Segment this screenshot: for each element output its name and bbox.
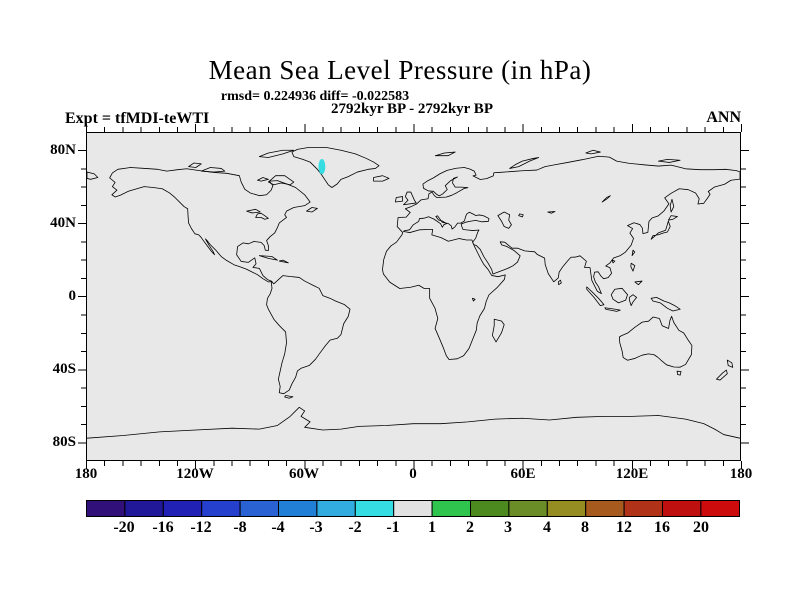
colorbar-label: -16 [152,519,174,536]
colorbar-label: -2 [348,519,362,536]
x-axis-minor-ticks-top [86,127,742,132]
colorbar-segment [700,500,740,517]
y-tick-label-40s: 40S [52,361,76,377]
y-tick-label-80s: 80S [52,434,76,450]
colorbar-segment [662,500,702,517]
colorbar-label: 16 [654,519,670,536]
colorbar-segment [431,500,472,517]
season-label: ANN [706,109,741,126]
x-tick-label-60w: 60W [289,466,319,482]
period-line: 2792kyr BP - 2792kyr BP [331,101,493,117]
colorbar-segment [162,500,203,517]
colorbar-segment [86,500,126,517]
colorbar-label: 3 [504,519,512,536]
coastline-antarctica [87,407,740,438]
y-tick-label-80n: 80N [50,142,76,158]
colorbar-segment [393,500,433,517]
colorbar-label: -8 [233,519,247,536]
colorbar-label: 8 [581,519,589,536]
world-map [87,133,740,460]
coastline-islands [87,150,733,398]
y-tick-label-40n: 40N [50,215,76,231]
colorbar-label: 20 [693,519,709,536]
colorbar-segment [278,500,318,517]
colorbar-segment [124,500,164,517]
x-axis-minor-ticks-bottom [86,461,742,466]
stats-line: rmsd= 0.224936 diff= -0.022583 [220,89,410,104]
colorbar-label: 2 [466,519,474,536]
coastline-eurasia-africa [382,156,740,359]
colorbar-label: 4 [543,519,551,536]
colorbar-label: -4 [271,519,285,536]
x-tick-label-120e: 120E [615,466,649,482]
x-tick-label-120w: 120W [176,466,214,482]
colorbar-segment [201,500,241,517]
colorbar-segment [354,500,395,517]
colorbar-label: -3 [309,519,323,536]
x-tick-label-180w: 180 [74,466,98,482]
colorbar-label: 12 [616,519,632,536]
map-plot-area [86,132,741,461]
colorbar-label: -1 [386,519,400,536]
experiment-label: Expt = tfMDI-teWTI [65,110,210,127]
colorbar-segment [316,500,356,517]
colorbar-segment [508,500,548,517]
lakes-inland-seas [247,196,611,301]
y-axis-minor-ticks-left [81,150,86,445]
colorbar [86,500,740,517]
colorbar-label: -12 [190,519,212,536]
colorbar-label: -20 [113,519,135,536]
x-tick-label-0: 0 [409,466,417,482]
colorbar-label: 1 [428,519,436,536]
page-title: Mean Sea Level Pressure (in hPa) [208,55,592,85]
y-tick-label-0: 0 [68,288,77,304]
x-tick-label-180e: 180 [729,466,753,482]
colorbar-segment [623,500,663,517]
coastline-australia [619,316,692,367]
colorbar-segment [546,500,587,517]
colorbar-segment [585,500,625,517]
y-axis-minor-ticks-right [741,150,746,445]
coastline-south-america [267,276,350,394]
coastline-greenland [292,148,379,188]
anomaly-patch-greenland [318,158,326,175]
x-tick-label-60e: 60E [510,466,536,482]
colorbar-segment [470,500,510,517]
coastline-north-america [110,168,310,282]
colorbar-segment [239,500,280,517]
